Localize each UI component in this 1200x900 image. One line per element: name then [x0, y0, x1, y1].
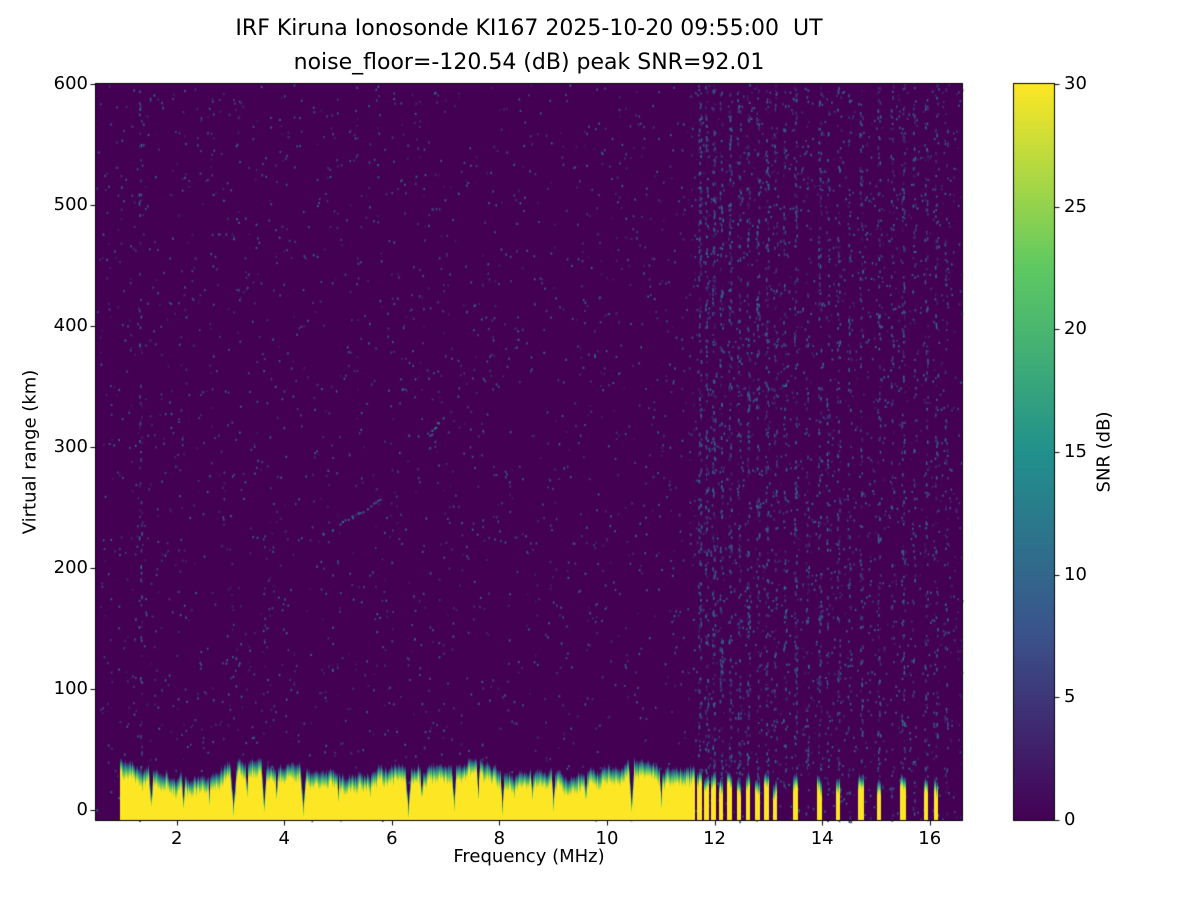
x-tick-label: 10: [595, 828, 619, 849]
colorbar-tick-label: 15: [1064, 441, 1087, 462]
y-tick-label: 100: [53, 678, 88, 700]
x-tick-label: 8: [493, 828, 506, 849]
x-tick-label: 6: [386, 828, 398, 849]
colorbar-tick-label: 30: [1064, 73, 1087, 94]
x-tick-label: 2: [170, 828, 183, 849]
colorbar-tick-label: 10: [1064, 563, 1087, 585]
x-tick-label: 12: [703, 828, 727, 849]
colorbar-tick-label: 0: [1064, 809, 1076, 830]
y-tick-label: 400: [53, 315, 88, 337]
colorbar-label: SNR (dB): [1093, 411, 1115, 493]
x-tick-label: 14: [810, 828, 834, 849]
colorbar-tick-label: 5: [1064, 686, 1076, 708]
x-axis-label: Frequency (MHz): [453, 846, 605, 867]
colorbar-tick-label: 25: [1064, 195, 1087, 217]
y-tick-label: 0: [76, 799, 88, 821]
y-tick-label: 200: [53, 557, 88, 579]
x-tick-label: 4: [278, 828, 290, 849]
y-tick-label: 500: [53, 194, 88, 216]
x-tick-label: 16: [918, 828, 942, 849]
plot-title-line1: IRF Kiruna Ionosonde KI167 2025-10-20 09…: [235, 16, 823, 41]
y-tick-label: 300: [53, 436, 88, 458]
y-tick-label: 600: [53, 73, 88, 94]
plot-title-line2: noise_floor=-120.54 (dB) peak SNR=92.01: [293, 50, 765, 75]
colorbar-tick-label: 20: [1064, 318, 1087, 340]
